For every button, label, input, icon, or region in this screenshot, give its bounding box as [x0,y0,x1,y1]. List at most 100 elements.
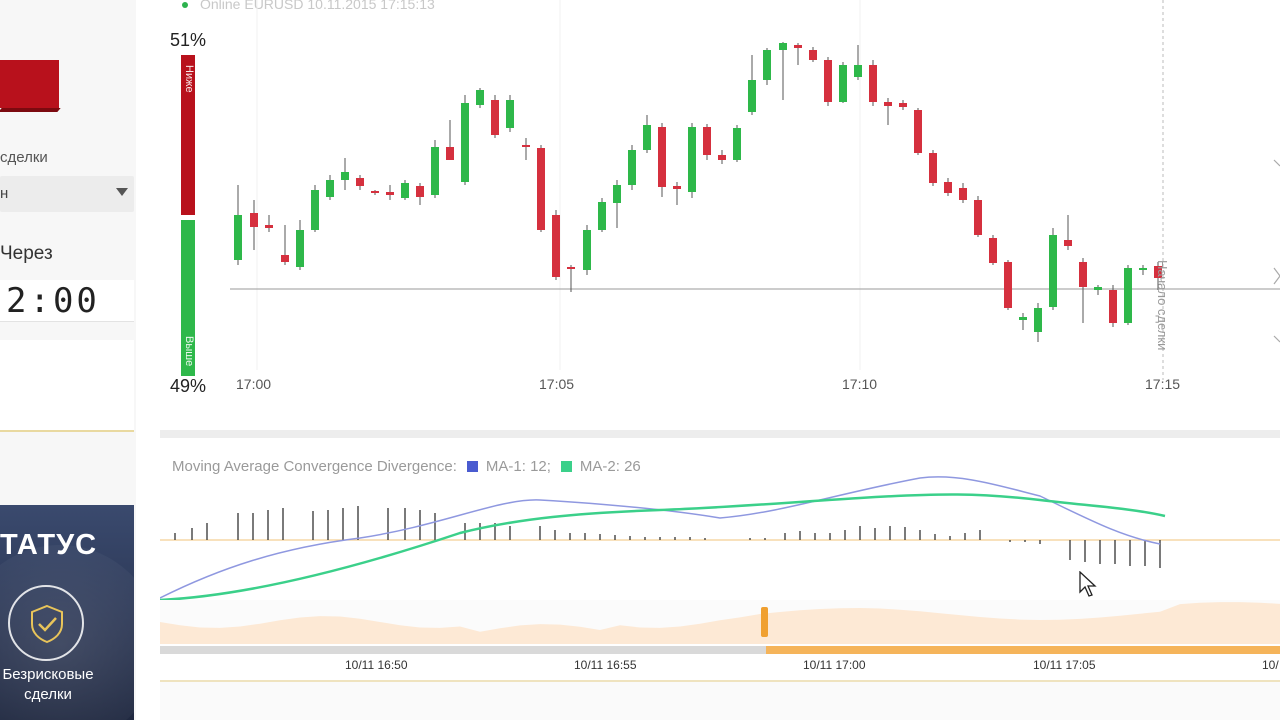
candle-down [522,145,530,147]
down-button[interactable] [0,60,59,108]
online-dot-icon [182,2,188,9]
candle-up [613,185,621,203]
mouse-cursor-icon [1079,571,1097,597]
status-card[interactable]: ТАТУС Безрисковые сделки [0,505,134,720]
x-tick-label: 17:05 [539,376,575,392]
expiry-timer[interactable]: 2:00 [0,280,134,322]
expiry-label: Через [0,243,53,264]
navigator-area [160,602,1280,644]
chevron-right-icon[interactable] [1273,267,1280,285]
candle-down [265,225,273,228]
candle-down [386,192,394,195]
candle-down [552,215,560,277]
ma2-label: MA-2: 26 [579,458,641,475]
chevron-down-icon[interactable] [116,188,128,196]
price-chart-area[interactable] [160,0,1280,430]
candle-down [824,60,832,102]
shield-badge [8,585,84,661]
candle-up [583,230,591,270]
candle-up [598,202,606,230]
x-tick-label: 17:10 [842,376,878,392]
deal-type-label: сделки [0,149,48,166]
candle-down [884,102,892,106]
left-panel: сделки н Через 2:00 ТАТУС Безрисковые сд… [0,0,136,720]
candle-up [1019,317,1027,320]
ma1-label: MA-1: 12; [485,458,551,475]
candle-down [281,255,289,262]
candle-down [491,100,499,135]
macd-legend: Moving Average Convergence Divergence: MA… [172,458,641,475]
candle-up [748,80,756,112]
candle-up [476,90,484,105]
candle-up [341,172,349,180]
candle-up [733,128,741,160]
candle-up [779,43,787,50]
shield-check-icon [31,604,63,644]
sentiment-down-pct: 51% [170,30,207,50]
candle-down [869,65,877,102]
candle-down [658,127,666,187]
candle-down [356,178,364,186]
nav-tick-label: 10/11 17:05 [1033,658,1096,672]
candle-down [250,213,258,227]
candle-down [974,200,982,235]
navigator-track[interactable] [160,646,766,654]
candle-down [809,50,817,60]
time-navigator[interactable]: 10/11 16:50 10/11 16:55 10/11 17:00 10/1… [160,600,1280,680]
candle-down [1109,290,1117,323]
nav-tick-label: 10/11 16:55 [574,658,637,672]
candle-up [234,215,242,260]
navigator-selection[interactable] [766,646,1280,654]
candle-down [899,103,907,107]
nav-tick-label: 10/ [1262,658,1279,672]
candle-up [296,230,304,267]
candle-down [794,45,802,48]
sentiment-down-bar: Ниже [181,55,195,215]
sentiment-up-pct: 49% [170,376,207,396]
status-title: ТАТУС [0,529,98,561]
sentiment-up-bar: Выше [181,220,195,376]
candle-up [461,103,469,182]
candle-up [311,190,319,230]
candle-up [326,180,334,197]
x-tick-label: 17:00 [236,376,272,392]
candle-up [1034,308,1042,332]
candle-down [718,155,726,160]
dropdown-value: н [0,185,9,202]
candle-up [1094,287,1102,290]
candle-down [1004,262,1012,308]
nav-tick-label: 10/11 16:50 [345,658,408,672]
candle-down [929,153,937,183]
candle-down [567,267,575,269]
chart-status-text: Online EURUSD 10.11.2015 17:15:13 [200,0,435,12]
candle-down [703,127,711,155]
bottom-strip [160,680,1280,720]
candle-down [1154,266,1162,278]
deal-start-label: Начало сделки [1155,260,1170,351]
candlestick-chart[interactable] [200,0,1280,420]
candle-up [1124,268,1132,323]
candle-up [854,65,862,77]
candle-up [401,183,409,198]
macd-chart [160,476,1280,602]
candle-down [673,186,681,189]
candle-down [1064,240,1072,246]
sentiment-down-label: Ниже [183,65,195,93]
macd-panel[interactable]: Moving Average Convergence Divergence: MA… [160,430,1280,602]
ma1-line [160,476,1161,599]
deal-type-dropdown[interactable]: н [0,176,134,212]
candle-up [763,50,771,80]
candle-up [688,127,696,192]
candle-up [1049,235,1057,307]
macd-title: Moving Average Convergence Divergence: [172,458,457,475]
left-info-box [0,340,134,432]
candle-down [989,238,997,263]
candle-up [1139,268,1147,270]
ma2-swatch-icon [560,461,572,472]
candle-down [446,147,454,160]
navigator-chart[interactable] [160,600,1280,680]
scroll-right-arrow-icon-2[interactable] [1273,335,1280,343]
candle-up [431,147,439,195]
scroll-right-arrow-icon[interactable] [1273,159,1280,167]
navigator-handle[interactable] [761,607,768,637]
